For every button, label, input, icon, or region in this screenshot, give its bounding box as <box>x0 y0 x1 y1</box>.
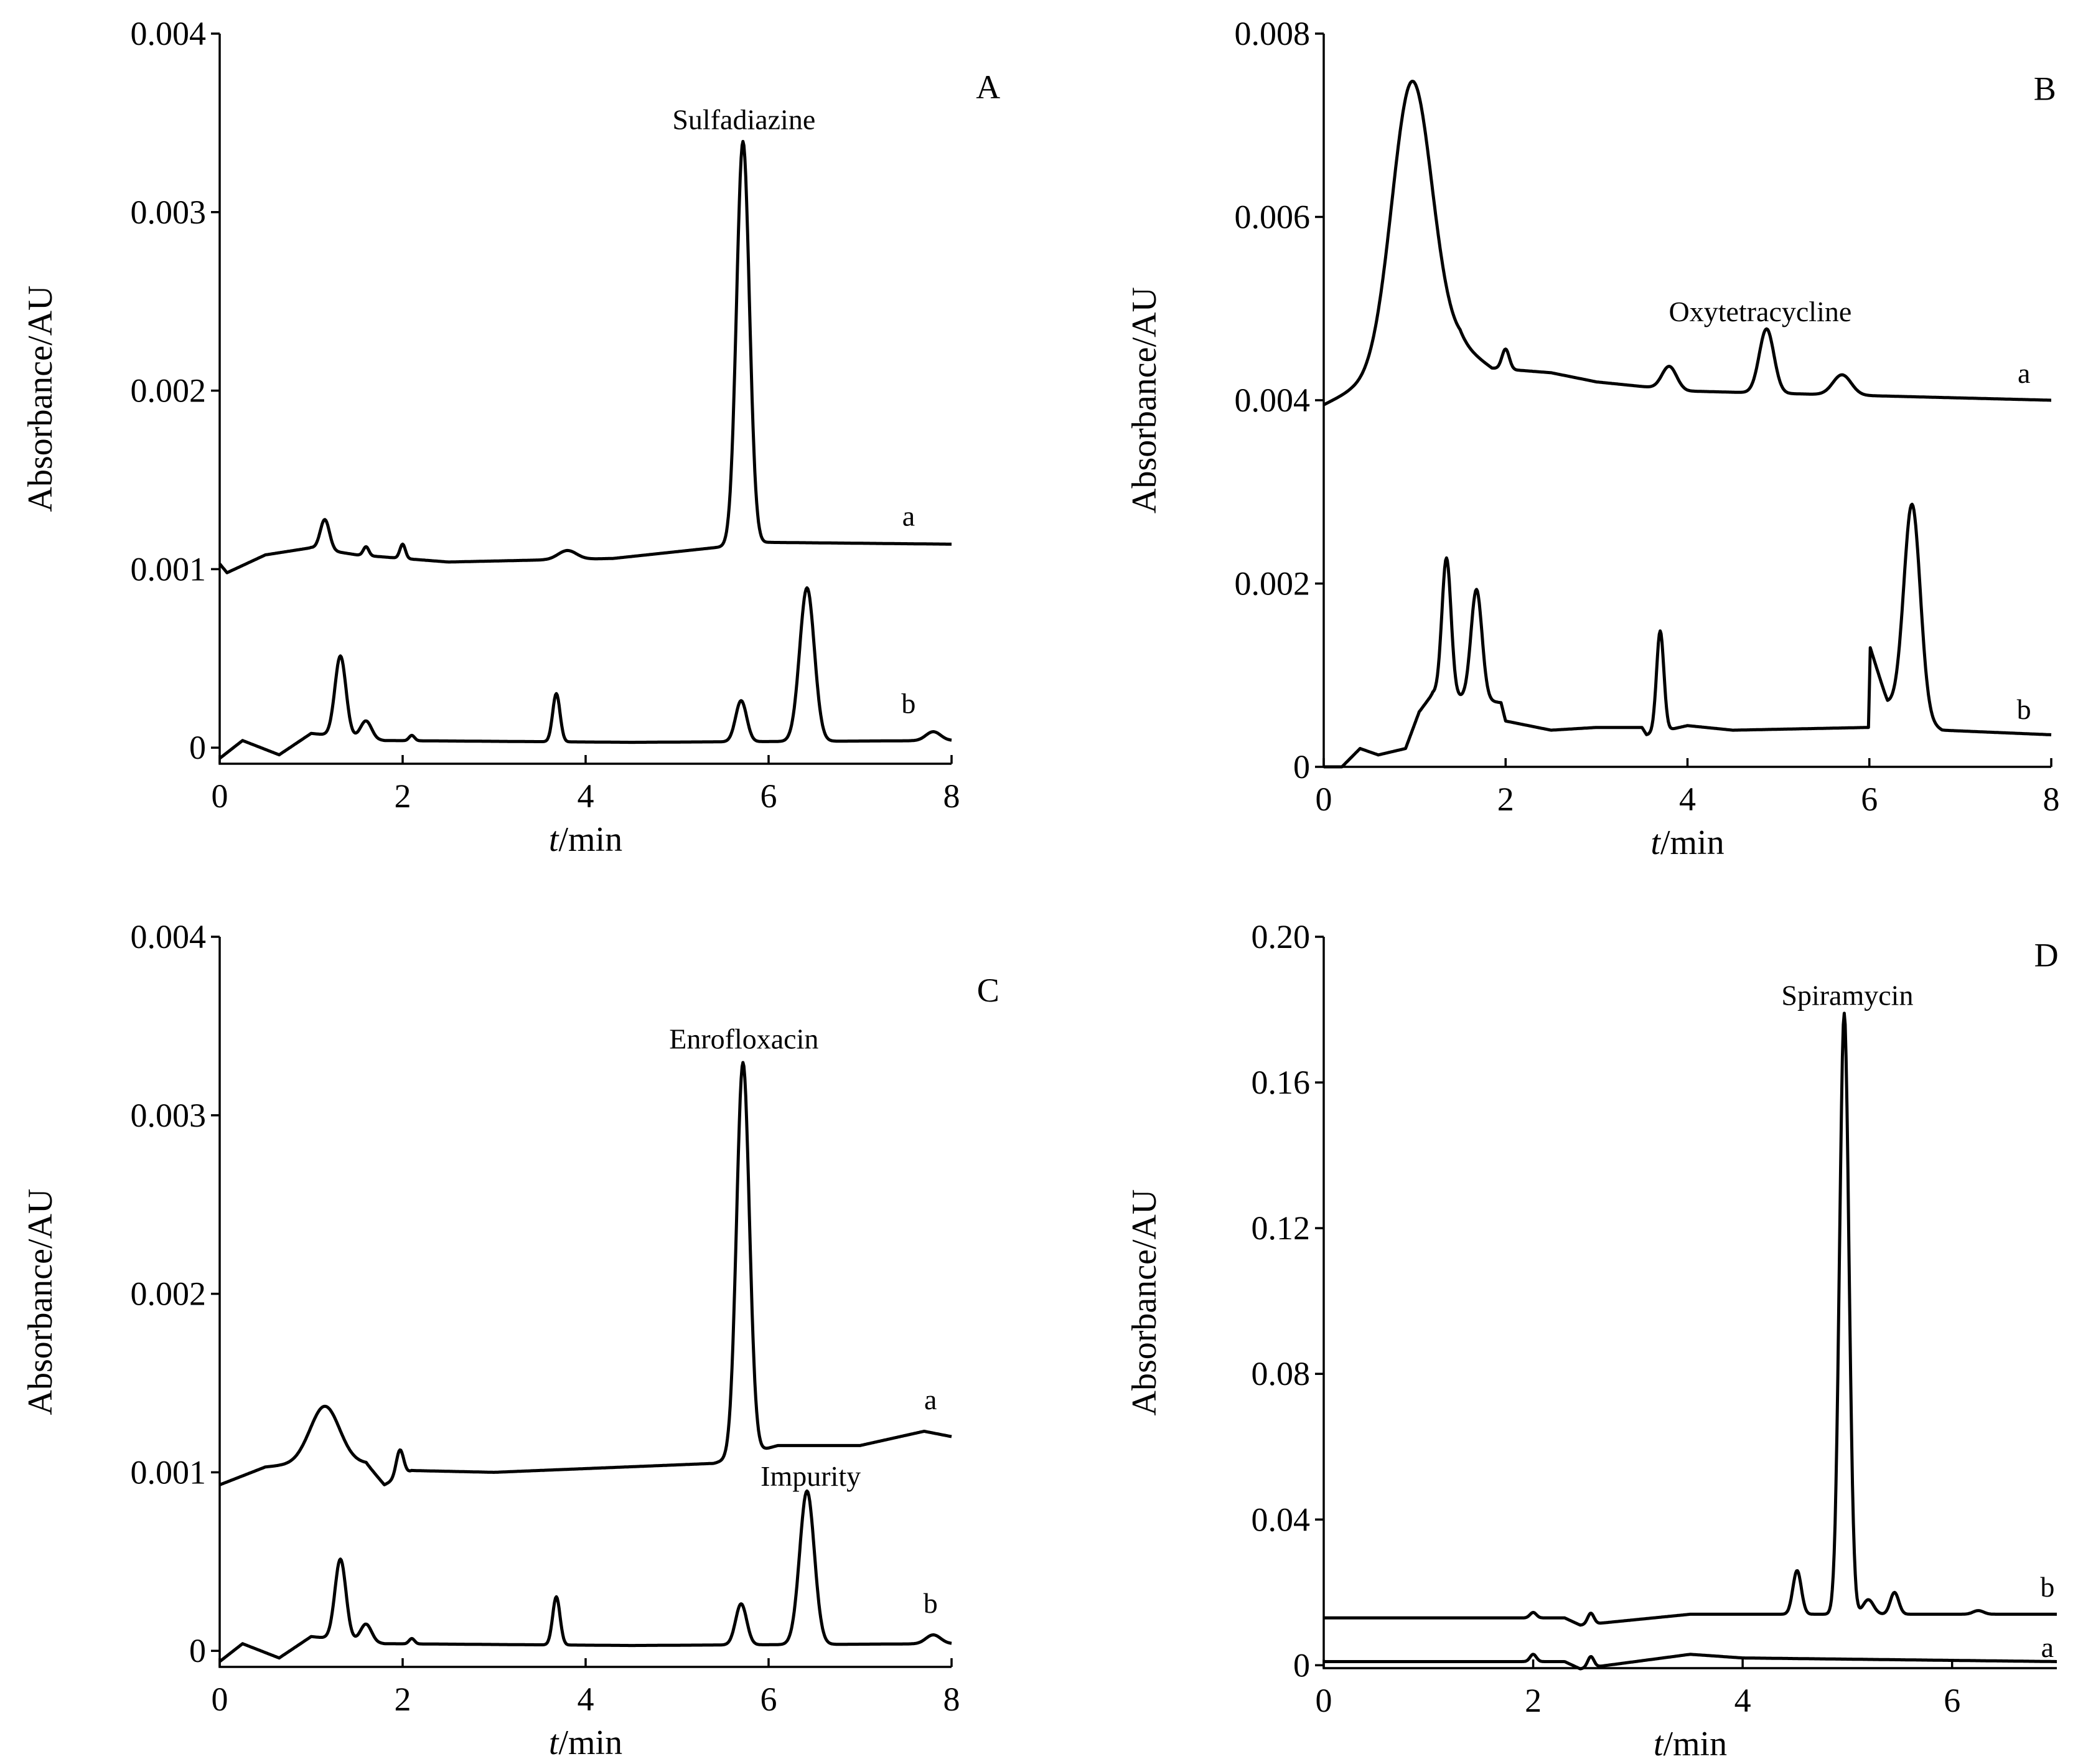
y-tick-label: 0.002 <box>131 1275 207 1313</box>
trace-label-a: a <box>2041 1631 2054 1663</box>
x-tick-label: 0 <box>1316 781 1332 818</box>
x-axis-title: t/min <box>549 1724 622 1762</box>
y-axis-title: Absorbance/AU <box>1125 1189 1164 1416</box>
x-axis-title-rest: /min <box>1660 823 1725 862</box>
trace-b <box>218 586 952 760</box>
trace-label-b: b <box>2040 1571 2054 1603</box>
panel-label: B <box>2034 70 2056 107</box>
x-axis-title: t/min <box>549 820 622 859</box>
x-axis-title-italic: t <box>1650 823 1661 862</box>
trace-label-a: a <box>902 500 915 532</box>
y-tick-label: 0 <box>1293 1646 1310 1684</box>
trace-b <box>218 1489 952 1663</box>
y-tick-label: 0.002 <box>1235 565 1311 603</box>
x-axis-title: t/min <box>1650 823 1724 862</box>
axes <box>218 937 952 1668</box>
trace-b <box>1323 502 2052 769</box>
y-tick-label: 0 <box>1293 748 1310 786</box>
panel-a: 0 0.001 0.002 0.003 0.004 0 2 4 6 8 t/min Absorbanc… <box>21 15 1000 859</box>
x-tick-label: 8 <box>2043 781 2060 818</box>
panel-label: D <box>2034 936 2059 973</box>
peak-annotation: Oxytetracycline <box>1669 296 1852 327</box>
x-tick-label: 8 <box>943 777 960 815</box>
peak-annotation: Impurity <box>761 1460 861 1492</box>
axes <box>1322 34 2051 768</box>
trace-label-a: a <box>2018 357 2030 389</box>
x-tick-label: 0 <box>212 777 228 815</box>
peak-annotation: Spiramycin <box>1781 980 1913 1011</box>
trace-b <box>1323 1011 2057 1627</box>
x-axis-title-italic: t <box>549 820 559 859</box>
x-tick-label: 2 <box>1525 1682 1542 1719</box>
trace-label-b: b <box>924 1587 938 1619</box>
x-axis-title-rest: /min <box>558 820 622 859</box>
y-tick-label: 0.04 <box>1252 1501 1311 1538</box>
y-tick-label: 0.20 <box>1252 918 1311 955</box>
y-tick-label: 0.008 <box>1235 15 1311 52</box>
trace-label-b: b <box>901 687 915 719</box>
x-axis-title: t/min <box>1654 1725 1727 1763</box>
y-tick-label: 0.003 <box>131 194 207 231</box>
y-tick-label: 0.12 <box>1252 1209 1311 1247</box>
y-tick-label: 0 <box>189 729 206 766</box>
axes <box>1322 937 2057 1669</box>
trace-a <box>218 139 952 575</box>
y-tick-label: 0.004 <box>131 918 207 955</box>
trace-a <box>1322 80 2052 406</box>
x-tick-label: 4 <box>1679 781 1696 818</box>
y-tick-label: 0.16 <box>1252 1064 1311 1101</box>
y-tick-label: 0.001 <box>131 1453 207 1491</box>
y-tick-label: 0.006 <box>1235 199 1311 236</box>
x-tick-label: 6 <box>1861 781 1878 818</box>
panel-label: A <box>976 68 1000 106</box>
axes <box>218 34 952 765</box>
y-tick-label: 0.004 <box>1235 382 1311 419</box>
panel-b: 0 0.002 0.004 0.006 0.008 0 2 4 6 8 t/min Absorbanc… <box>1125 15 2060 862</box>
x-tick-label: 2 <box>395 1681 411 1718</box>
x-tick-label: 6 <box>761 777 777 815</box>
y-tick-label: 0.003 <box>131 1097 207 1134</box>
y-axis-title: Absorbance/AU <box>21 1189 60 1415</box>
trace-a <box>219 1061 952 1486</box>
y-tick-label: 0 <box>189 1632 206 1669</box>
x-axis-title-italic: t <box>549 1724 559 1762</box>
panel-label: C <box>977 972 999 1009</box>
panel-c: 0 0.001 0.002 0.003 0.004 0 2 4 6 8 t/min Absorbanc… <box>21 918 999 1762</box>
x-axis-title-rest: /min <box>558 1724 622 1762</box>
x-tick-label: 0 <box>212 1681 228 1718</box>
x-tick-label: 8 <box>943 1681 960 1718</box>
trace-label-a: a <box>924 1384 937 1415</box>
trace-label-b: b <box>2017 693 2031 725</box>
peak-annotation: Sulfadiazine <box>672 104 815 136</box>
y-axis-title: Absorbance/AU <box>1125 287 1164 514</box>
trace-a <box>1323 1653 2057 1671</box>
y-tick-label: 0.08 <box>1252 1355 1311 1392</box>
x-axis-title-italic: t <box>1654 1725 1664 1763</box>
y-tick-label: 0.001 <box>131 550 207 588</box>
x-tick-label: 0 <box>1316 1682 1332 1719</box>
x-tick-label: 6 <box>761 1681 777 1718</box>
y-tick-label: 0.004 <box>131 15 207 52</box>
x-tick-label: 4 <box>1734 1682 1751 1719</box>
peak-annotation: Enrofloxacin <box>669 1023 818 1054</box>
y-tick-label: 0.002 <box>131 372 207 410</box>
x-tick-label: 4 <box>578 1681 594 1718</box>
x-axis-title-rest: /min <box>1663 1725 1727 1763</box>
x-tick-label: 6 <box>1944 1682 1960 1719</box>
x-tick-label: 2 <box>395 777 411 815</box>
y-axis-title: Absorbance/AU <box>21 286 60 512</box>
x-tick-label: 2 <box>1497 781 1514 818</box>
panel-d: 0 0.04 0.08 0.12 0.16 0.20 0 2 4 6 t/min Absorbance… <box>1125 918 2059 1763</box>
x-tick-label: 4 <box>578 777 594 815</box>
